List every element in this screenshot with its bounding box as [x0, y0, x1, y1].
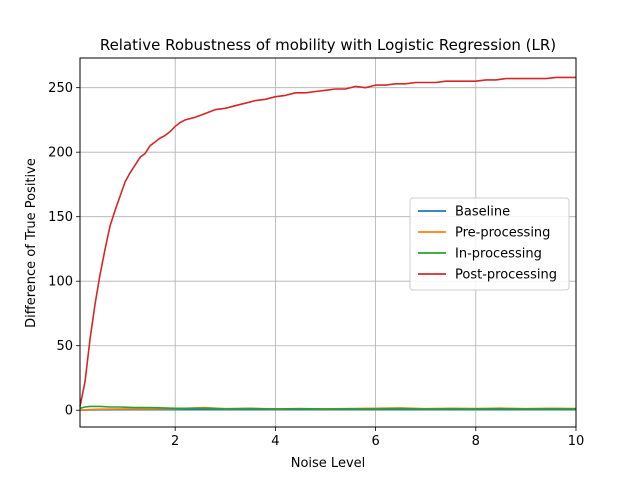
chart-title: Relative Robustness of mobility with Log…: [100, 36, 556, 54]
legend-label-pre-processing: Pre-processing: [455, 226, 550, 241]
series-line-baseline: [79, 408, 576, 411]
series-line-in-processing: [79, 405, 577, 410]
y-tick-label-0: 0: [65, 404, 73, 419]
grid: [80, 58, 577, 427]
legend-box: [409, 197, 570, 291]
y-tick-label-3: 150: [48, 210, 73, 225]
x-axis-label: Noise Level: [291, 456, 366, 471]
y-tick-label-1: 50: [56, 339, 73, 354]
x-tick-label-2: 6: [371, 434, 379, 449]
series-lines: [79, 76, 577, 411]
x-tick-label-4: 10: [568, 434, 585, 449]
x-tick-label-1: 4: [271, 434, 279, 449]
y-tick-label-4: 200: [48, 146, 73, 161]
y-tick-label-5: 250: [48, 81, 73, 96]
plot-area-frame: [79, 57, 577, 428]
legend-label-in-processing: In-processing: [455, 247, 542, 262]
series-line-post-processing: [79, 76, 576, 407]
legend-label-post-processing: Post-processing: [455, 268, 557, 283]
y-tick-label-2: 100: [48, 275, 73, 290]
legend-label-baseline: Baseline: [455, 205, 510, 220]
x-tick-label-0: 2: [171, 434, 179, 449]
legend: Baseline Pre-processing In-processing Post-…: [409, 197, 570, 291]
x-tick-label-3: 8: [472, 434, 480, 449]
y-axis-label: Difference of True Positive: [24, 158, 39, 328]
